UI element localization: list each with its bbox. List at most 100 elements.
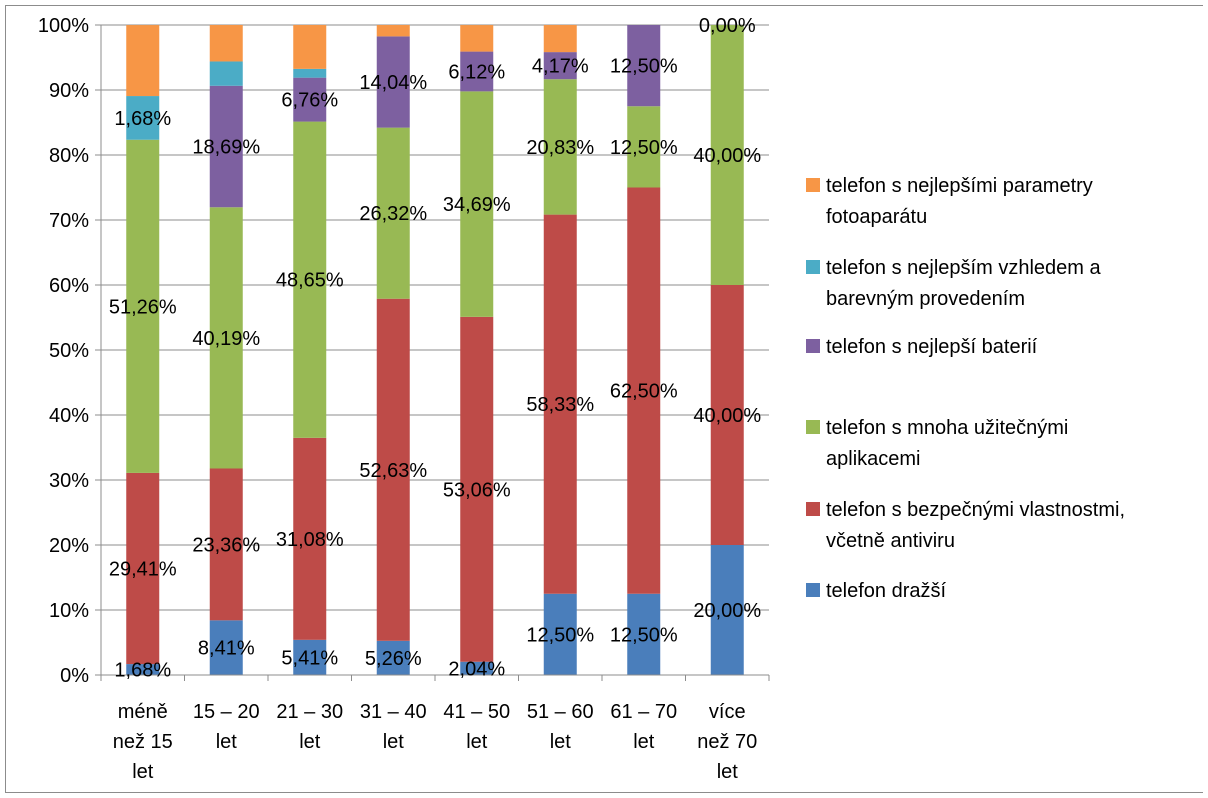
bar-segment <box>376 36 410 128</box>
bar-segment <box>627 106 661 188</box>
bar-segment <box>126 472 160 665</box>
data-label: 34,69% <box>443 194 511 216</box>
bar-segment <box>460 316 494 662</box>
legend-entry: fotoaparátu <box>826 206 927 228</box>
data-label: 6,12% <box>448 61 505 83</box>
y-tick-label: 40% <box>49 405 89 427</box>
data-label: 2,04% <box>448 658 505 680</box>
bar-segment <box>376 127 410 299</box>
x-tick-label: 61 – 70 <box>610 701 677 723</box>
data-label: 4,17% <box>532 56 589 78</box>
data-label: 12,50% <box>526 624 594 646</box>
bar-segment <box>376 640 410 675</box>
x-tick-label: let <box>216 731 238 753</box>
data-label: 12,50% <box>610 137 678 159</box>
x-tick-label: let <box>550 731 572 753</box>
bar-segment <box>126 139 160 473</box>
x-tick-label: než 70 <box>697 731 757 753</box>
data-label: 29,41% <box>109 558 177 580</box>
x-tick-label: let <box>132 761 154 783</box>
bar-segment <box>209 61 243 86</box>
x-tick-label: let <box>633 731 655 753</box>
y-tick-label: 0% <box>60 665 89 687</box>
data-label: 12,50% <box>610 624 678 646</box>
bar-segment <box>710 285 744 545</box>
x-tick-label: 21 – 30 <box>276 701 343 723</box>
data-label: 40,00% <box>693 145 761 167</box>
bar-segment <box>293 121 327 438</box>
legend-swatch <box>806 502 820 516</box>
x-tick-label: let <box>299 731 321 753</box>
legend: telefon s nejlepšími parametry fotoaparát… <box>806 175 1125 602</box>
bar-segment <box>209 620 243 675</box>
x-tick-label: let <box>717 761 739 783</box>
bar-segment <box>460 51 494 92</box>
data-label: 20,00% <box>693 600 761 622</box>
data-label: 58,33% <box>526 394 594 416</box>
y-tick-label: 70% <box>49 210 89 232</box>
bar-segment <box>543 79 577 215</box>
legend-entry: telefon s nejlepšími parametry <box>826 175 1093 197</box>
axes: 0% 10% 20% 30% 40% 50% 60% 70% 80% 90% 100% méně než… <box>38 15 770 783</box>
y-tick-label: 100% <box>38 15 89 37</box>
x-tick-label: méně <box>118 701 168 723</box>
legend-swatch <box>806 583 820 597</box>
data-label: 8,41% <box>198 638 255 660</box>
bar-segment <box>126 664 160 675</box>
data-label: 40,19% <box>192 328 260 350</box>
data-label: 62,50% <box>610 381 678 403</box>
bar-segment <box>460 91 494 317</box>
x-tick-label: než 15 <box>113 731 173 753</box>
bar-segment <box>460 25 494 52</box>
legend-entry: telefon s bezpečnými vlastnostmi, <box>826 499 1125 521</box>
bar-segment <box>710 25 744 285</box>
chart-frame <box>5 5 1203 793</box>
data-label: 52,63% <box>359 460 427 482</box>
legend-entry: telefon s nejlepší baterií <box>826 336 1038 358</box>
y-tick-label: 50% <box>49 340 89 362</box>
bar-segment <box>209 25 243 62</box>
data-label: 6,76% <box>281 90 338 112</box>
data-label: 1,68% <box>114 660 171 682</box>
bar-segment <box>126 96 160 140</box>
y-tick-label: 30% <box>49 470 89 492</box>
y-tick-label: 10% <box>49 600 89 622</box>
x-tick-label: 41 – 50 <box>443 701 510 723</box>
y-tick-label: 60% <box>49 275 89 297</box>
data-label: 18,69% <box>192 137 260 159</box>
x-tick-label: 15 – 20 <box>193 701 260 723</box>
bar-segment <box>126 25 160 97</box>
legend-entry: aplikacemi <box>826 448 920 470</box>
bar-segment <box>543 25 577 53</box>
y-tick-label: 20% <box>49 535 89 557</box>
data-label: 53,06% <box>443 479 511 501</box>
data-label: 48,65% <box>276 270 344 292</box>
gridlines <box>101 24 769 611</box>
y-tick-label: 80% <box>49 145 89 167</box>
legend-swatch <box>806 178 820 192</box>
x-tick-label: 31 – 40 <box>360 701 427 723</box>
data-label: 26,32% <box>359 203 427 225</box>
data-label: 31,08% <box>276 529 344 551</box>
data-label: 14,04% <box>359 72 427 94</box>
bar-segment <box>209 85 243 208</box>
legend-entry: telefon s mnoha užitečnými <box>826 417 1068 439</box>
data-label: 0,00% <box>699 15 756 37</box>
data-label: 40,00% <box>693 405 761 427</box>
data-label: 23,36% <box>192 534 260 556</box>
legend-swatch <box>806 339 820 353</box>
bar-segment <box>293 77 327 122</box>
bar-segment <box>376 25 410 37</box>
bar-segment <box>627 187 661 594</box>
legend-swatch <box>806 260 820 274</box>
bar-segment <box>376 298 410 641</box>
bar-segment <box>460 661 494 675</box>
bar-segment <box>293 25 327 69</box>
bar-segment <box>543 52 577 80</box>
data-label: 20,83% <box>526 137 594 159</box>
bar-segment <box>543 214 577 594</box>
bars <box>126 25 744 675</box>
x-tick-label: let <box>383 731 405 753</box>
x-tick-label: více <box>709 701 746 723</box>
